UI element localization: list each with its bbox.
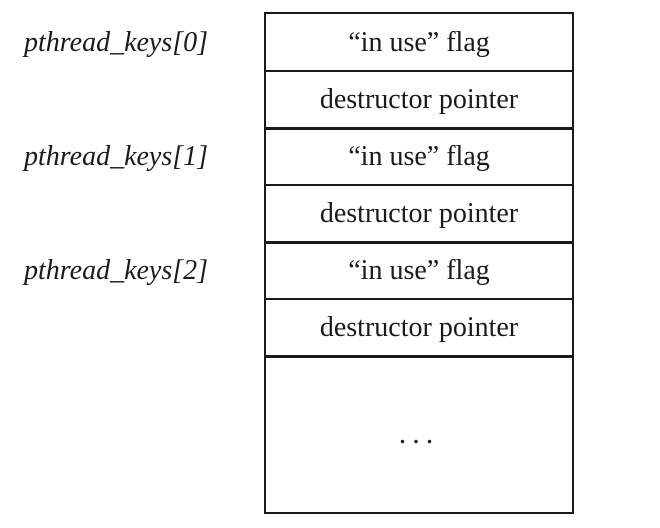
cell-divider [266, 70, 572, 72]
cell-divider [266, 298, 572, 300]
in-use-flag-cell-0: “in use” flag [348, 27, 490, 58]
key-label-0: pthread_keys[0] [24, 27, 209, 58]
continuation-ellipsis: ... [398, 417, 440, 450]
entry-divider [266, 241, 572, 244]
key-label-2: pthread_keys[2] [24, 255, 209, 286]
in-use-flag-cell-1: “in use” flag [348, 141, 490, 172]
cell-divider [266, 184, 572, 186]
entry-divider [266, 127, 572, 130]
destructor-pointer-cell-0: destructor pointer [319, 84, 519, 115]
entry-divider [266, 355, 572, 358]
key-label-1: pthread_keys[1] [24, 141, 209, 172]
in-use-flag-cell-2: “in use” flag [348, 255, 490, 286]
destructor-pointer-cell-1: destructor pointer [319, 198, 519, 229]
keys-array-table: “in use” flag destructor pointer “in use… [264, 12, 574, 514]
destructor-pointer-cell-2: destructor pointer [319, 312, 519, 343]
